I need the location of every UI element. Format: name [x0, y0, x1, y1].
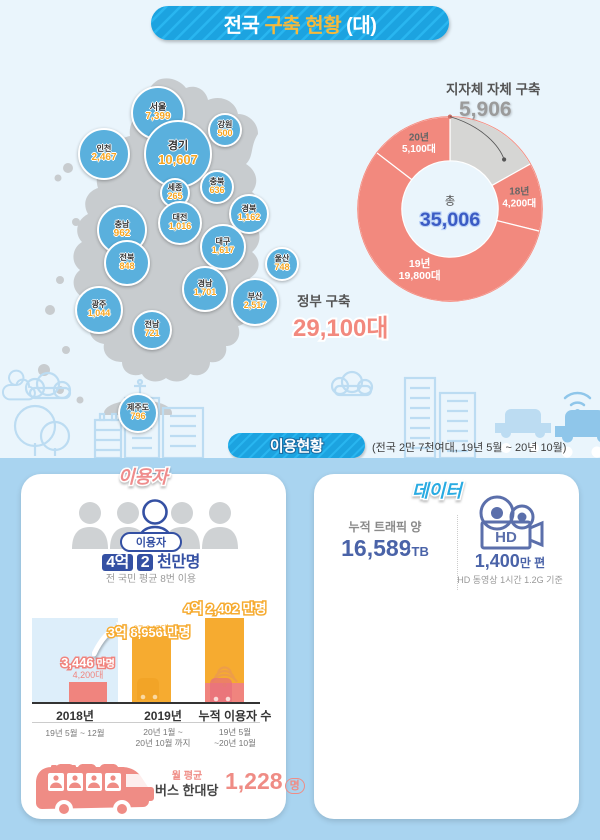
svg-text:4,200대: 4,200대 — [502, 196, 536, 209]
svg-text:5,100대: 5,100대 — [402, 142, 436, 155]
svg-text:총: 총 — [445, 194, 455, 207]
svg-text:35,006: 35,006 — [420, 209, 481, 231]
svg-text:19년: 19년 — [409, 257, 430, 270]
svg-text:18년: 18년 — [509, 184, 529, 197]
svg-text:19,800대: 19,800대 — [399, 269, 441, 282]
svg-text:20년: 20년 — [409, 130, 429, 143]
svg-text:HD: HD — [495, 529, 517, 546]
